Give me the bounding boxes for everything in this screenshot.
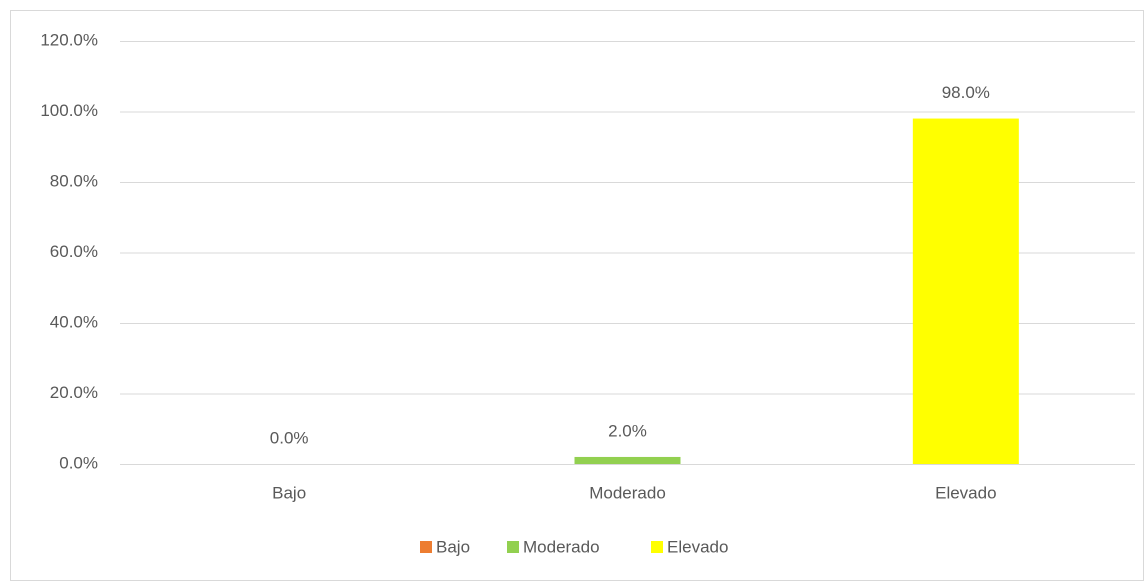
y-tick-label: 120.0% [40,30,98,49]
legend-label: Bajo [436,537,470,556]
data-label: 98.0% [942,83,990,102]
bar [574,456,681,464]
legend-label: Moderado [523,537,600,556]
legend-swatch [420,541,432,553]
y-tick-label: 60.0% [50,242,98,261]
legend-label: Elevado [667,537,728,556]
x-tick-label: Elevado [935,483,996,502]
y-tick-label: 40.0% [50,312,98,331]
y-tick-label: 0.0% [59,453,98,472]
legend-swatch [651,541,663,553]
data-label: 2.0% [608,421,647,440]
data-label: 0.0% [270,428,309,447]
y-tick-label: 20.0% [50,383,98,402]
y-tick-label: 80.0% [50,171,98,190]
legend-swatch [507,541,519,553]
bar [912,118,1019,465]
x-tick-label: Moderado [589,483,666,502]
x-tick-label: Bajo [272,483,306,502]
y-tick-label: 100.0% [40,101,98,120]
